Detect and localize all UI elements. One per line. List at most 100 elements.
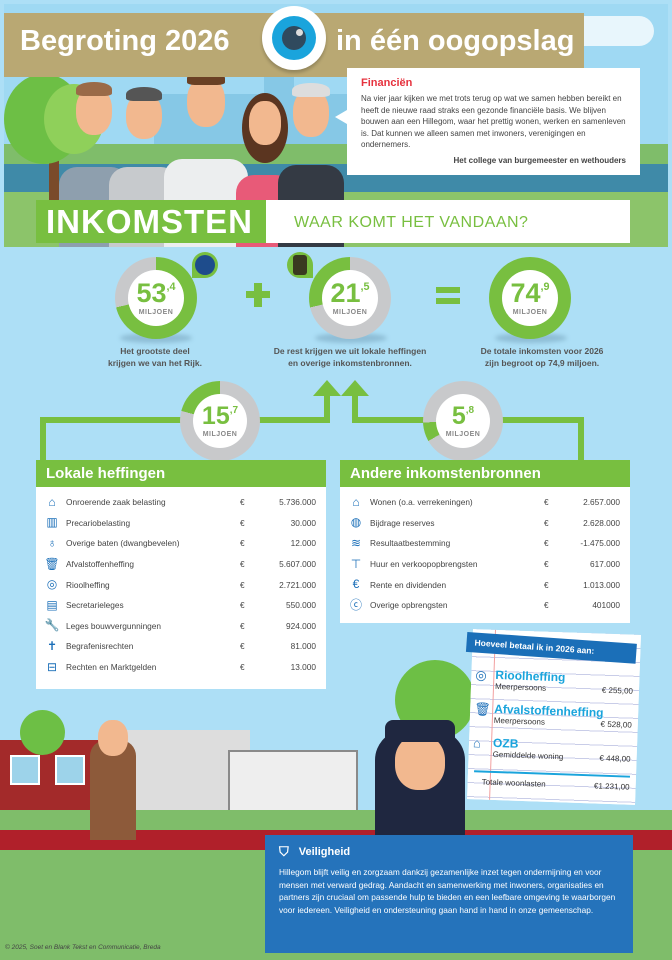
row-label: Huur en verkoopopbrengsten xyxy=(370,559,478,570)
wrench-icon: 🔧 xyxy=(44,618,60,633)
caption-line: De rest krijgen we uit lokale heffingen xyxy=(273,346,427,356)
sewer-pipe-icon: ◎ xyxy=(475,667,488,683)
donut-unit: MILJOEN xyxy=(512,309,548,316)
banknote-icon: € xyxy=(352,577,360,592)
row-label: Afvalstoffenheffing xyxy=(66,559,134,570)
caption-line: zijn begroot op 74,9 miljoen. xyxy=(484,358,600,368)
connector-line xyxy=(324,392,330,423)
veiligheid-body: Hillegom blijft veilig en zorgzaam dankz… xyxy=(279,867,616,915)
note-item-amount: € 255,00 xyxy=(601,685,634,696)
row-currency: € xyxy=(544,559,549,570)
note-total-amount: €1.231,00 xyxy=(593,781,630,792)
table-row: ⌂ Onroerende zaak belasting €5.736.000 xyxy=(36,492,326,513)
equals-icon xyxy=(436,287,460,293)
row-currency: € xyxy=(240,620,245,631)
connector-line xyxy=(40,417,46,462)
lokale-heffingen-table: Lokale heffingen ⌂ Onroerende zaak belast… xyxy=(36,460,326,689)
arrow-up-icon xyxy=(313,380,341,396)
section-header: INKOMSTEN WAAR KOMT HET VANDAAN? xyxy=(36,200,630,243)
donut-decimal: ,9 xyxy=(540,281,550,293)
caption-totaal: De totale inkomsten voor 2026 zijn begroo… xyxy=(462,345,622,369)
row-label: Rente en dividenden xyxy=(370,579,447,590)
table-row: € Rente en dividenden €1.013.000 xyxy=(340,574,630,595)
row-label: Resultaatbestemming xyxy=(370,538,451,549)
donut-value: 15 xyxy=(201,402,230,430)
note-item-amount: € 448,00 xyxy=(599,753,631,764)
donut-value: 53 xyxy=(136,278,167,308)
caption-rijk: Het grootste deel krijgen we van het Rijk… xyxy=(85,345,225,369)
row-label: Precariobelasting xyxy=(66,517,131,528)
row-currency: € xyxy=(544,538,549,549)
note-item-label: Gemiddelde woning xyxy=(492,749,564,762)
section-title: INKOMSTEN xyxy=(36,200,266,243)
title-left: Begroting 2026 xyxy=(20,25,230,57)
table-row: ▥ Precariobelasting €30.000 xyxy=(36,513,326,534)
donut-unit: MILJOEN xyxy=(202,431,238,438)
table-row: ✝ Begrafenisrechten €81.000 xyxy=(36,636,326,657)
caption-line: Het grootste deel xyxy=(120,346,190,356)
row-currency: € xyxy=(544,579,549,590)
row-amount: 12.000 xyxy=(290,538,316,549)
row-label: Rechten en Marktgelden xyxy=(66,662,157,673)
table-row: 🗑 Afvalstoffenheffing €5.607.000 xyxy=(36,554,326,575)
trash-bin-icon: 🗑 xyxy=(44,556,60,571)
row-label: Secretarieleges xyxy=(66,600,124,611)
row-label: Onroerende zaak belasting xyxy=(66,497,166,508)
note-item: ⌂ OZB Gemiddelde woning € 448,00 xyxy=(473,735,632,764)
note-total-label: Totale woonlasten xyxy=(481,777,546,789)
donut-decimal: ,4 xyxy=(166,281,176,293)
shield-star-icon: ⛉ xyxy=(279,844,289,859)
plus-icon xyxy=(254,283,262,307)
note-item-amount: € 528,00 xyxy=(600,719,632,730)
donut-decimal: ,7 xyxy=(229,405,239,416)
caption-lokaal: De rest krijgen we uit lokale heffingen e… xyxy=(240,345,460,369)
row-currency: € xyxy=(544,517,549,528)
veiligheid-title: Veiligheid xyxy=(298,846,351,858)
row-currency: € xyxy=(240,497,245,508)
payment-note: Hoeveel betaal ik in 2026 aan: ◎ Rioolhe… xyxy=(465,629,641,805)
note-item: 🗑 Afvalstoffenheffing Meerpersoons € 528,… xyxy=(473,701,633,730)
piggy-bank-icon: ◍ xyxy=(350,515,362,530)
row-label: Leges bouwvergunningen xyxy=(66,620,162,631)
table-row: ◎ Rioolheffing €2.721.000 xyxy=(36,574,326,595)
veiligheid-box: ⛉ Veiligheid Hillegom blijft veilig en zo… xyxy=(265,835,633,953)
rijk-logo-icon xyxy=(192,252,218,278)
market-stall-icon: ▥ xyxy=(46,515,58,530)
row-amount: 2.657.000 xyxy=(583,497,620,508)
trash-bin-icon: 🗑 xyxy=(473,701,492,717)
donut-value: 5 xyxy=(451,402,466,430)
arrow-up-icon xyxy=(341,380,369,396)
note-title: Hoeveel betaal ik in 2026 aan: xyxy=(465,631,637,664)
row-amount: -1.475.000 xyxy=(580,538,620,549)
donut-unit: MILJOEN xyxy=(332,309,368,316)
intro-signature: Het college van burgemeester en wethoude… xyxy=(453,155,627,165)
donut-totaal: 74,9 MILJOEN xyxy=(489,257,571,339)
donut-lokale-heffingen: 15,7 MILJOEN xyxy=(180,381,260,461)
row-currency: € xyxy=(240,517,245,528)
table-title: Andere inkomstenbronnen xyxy=(340,460,630,487)
note-item-label: Meerpersoons xyxy=(493,715,546,727)
sewer-pipe-icon: ◎ xyxy=(46,577,58,592)
row-label: Begrafenisrechten xyxy=(66,641,134,652)
table-row: ⓒ Overige opbrengsten €401000 xyxy=(340,595,630,616)
row-currency: € xyxy=(544,600,549,611)
row-amount: 550.000 xyxy=(286,600,316,611)
row-amount: 5.736.000 xyxy=(279,497,316,508)
row-amount: 1.013.000 xyxy=(583,579,620,590)
row-amount: 924.000 xyxy=(286,620,316,631)
row-amount: 2.721.000 xyxy=(279,579,316,590)
sign-icon: ⊤ xyxy=(350,556,362,571)
table-row: ⌂ Wonen (o.a. verrekeningen) €2.657.000 xyxy=(340,492,630,513)
andere-bronnen-table: Andere inkomstenbronnen ⌂ Wonen (o.a. ver… xyxy=(340,460,630,623)
row-amount: 617.000 xyxy=(590,559,620,570)
caption-line: krijgen we van het Rijk. xyxy=(107,358,202,368)
row-label: Rioolheffing xyxy=(66,579,110,590)
title-right: in één oogopslag xyxy=(336,25,575,57)
row-amount: 13.000 xyxy=(290,662,316,673)
table-row: ◍ Bijdrage reserves €2.628.000 xyxy=(340,513,630,534)
section-subtitle: WAAR KOMT HET VANDAAN? xyxy=(294,214,529,231)
home-icon: ⌂ xyxy=(352,494,360,509)
medal-icon: ♁ xyxy=(47,535,57,550)
donut-decimal: ,8 xyxy=(465,405,475,416)
document-icon: ▤ xyxy=(46,597,58,612)
